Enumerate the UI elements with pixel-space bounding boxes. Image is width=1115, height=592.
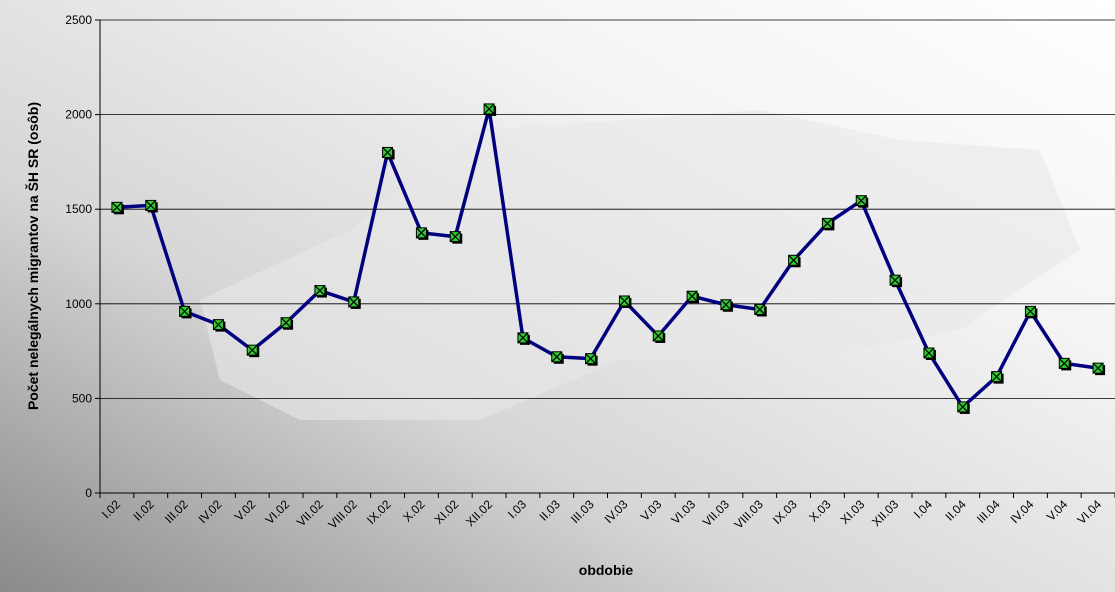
marker-cross: [585, 353, 597, 365]
marker-cross: [382, 147, 394, 158]
marker-cross: [686, 290, 698, 302]
marker-cross: [652, 330, 664, 342]
marker-cross: [821, 217, 833, 229]
marker-cross: [855, 195, 867, 207]
marker-cross: [145, 199, 157, 211]
marker-cross: [991, 371, 1003, 383]
marker-cross: [111, 201, 123, 213]
marker-cross: [483, 103, 495, 115]
marker-cross: [212, 319, 224, 331]
marker-cross: [957, 401, 969, 413]
marker-cross: [348, 296, 360, 308]
marker-cross: [314, 285, 326, 296]
y-tick-label: 1000: [65, 297, 92, 311]
marker-cross: [720, 299, 732, 311]
y-tick-label: 2500: [65, 13, 92, 27]
y-axis-title: Počet nelegálnych migrantov na ŠH SR (os…: [24, 102, 41, 410]
marker-cross: [517, 332, 529, 344]
map-silhouette: [200, 110, 1080, 420]
marker-cross: [1024, 305, 1036, 317]
marker-cross: [179, 305, 191, 317]
x-axis-title: obdobie: [579, 562, 634, 578]
y-tick-label: 500: [72, 391, 92, 405]
marker-cross: [449, 231, 461, 243]
marker-cross: [788, 254, 800, 266]
marker-cross: [889, 274, 901, 286]
marker-cross: [415, 227, 427, 239]
y-tick-label: 1500: [65, 202, 92, 216]
marker-cross: [1058, 357, 1070, 369]
y-tick-label: 2000: [65, 108, 92, 122]
line: [116, 107, 1099, 409]
marker-cross: [754, 304, 766, 315]
marker-cross: [618, 295, 630, 307]
marker-cross: [1092, 362, 1104, 374]
marker-cross: [246, 344, 258, 356]
marker-cross: [551, 351, 563, 363]
marker-cross: [280, 317, 292, 329]
y-tick-label: 0: [85, 486, 92, 500]
marker-cross: [923, 347, 935, 359]
